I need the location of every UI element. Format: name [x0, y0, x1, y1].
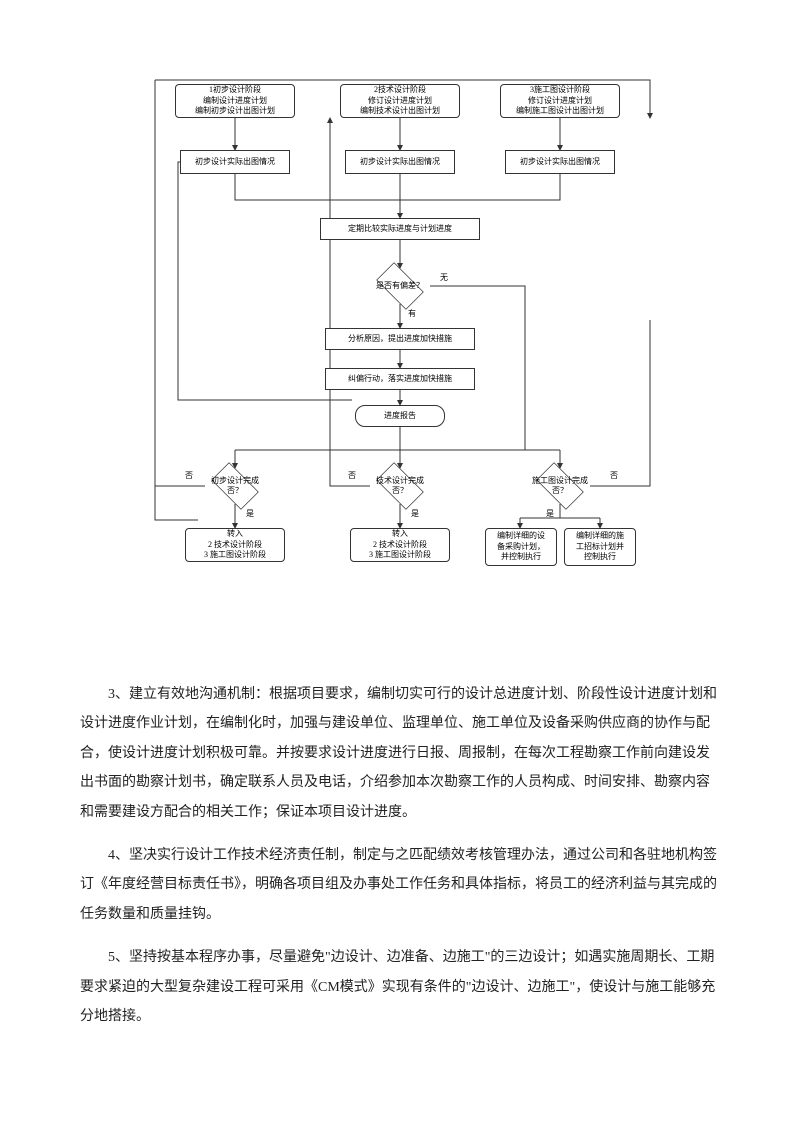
done2-label: 技术设计完成否？ — [370, 476, 430, 495]
node-report: 进度报告 — [355, 405, 445, 427]
to3b-l2: 工招标计划并 — [569, 542, 631, 552]
node-to3a: 编制详细的设 备采购计划， 并控制执行 — [485, 528, 557, 566]
paragraph-3: 3、建立有效地沟通机制：根据项目要求，编制切实可行的设计总进度计划、阶段性设计进… — [80, 680, 720, 827]
stage3-l2: 修订设计进度计划 — [505, 96, 615, 106]
node-actual2: 初步设计实际出图情况 — [345, 150, 455, 174]
node-done1: 初步设计完成否？ — [205, 468, 265, 504]
to1-l1: 转入 — [190, 529, 280, 539]
label-none: 无 — [440, 272, 448, 283]
node-actual3: 初步设计实际出图情况 — [505, 150, 615, 174]
stage1-l2: 编制设计进度计划 — [180, 96, 290, 106]
to3a-l2: 备采购计划， — [490, 542, 552, 552]
paragraph-4: 4、坚决实行设计工作技术经济责任制，制定与之匹配绩效考核管理办法，通过公司和各驻… — [80, 841, 720, 929]
label-has: 有 — [408, 308, 416, 319]
node-done3: 施工图设计完成否？ — [530, 468, 590, 504]
node-stage1: 1初步设计阶段 编制设计进度计划 编制初步设计出图计划 — [175, 84, 295, 118]
to2-l3: 3 施工图设计阶段 — [355, 550, 445, 560]
label-no2: 否 — [348, 470, 356, 481]
label-yes1: 是 — [246, 508, 254, 519]
to3b-l3: 控制执行 — [569, 552, 631, 562]
stage2-l1: 2技术设计阶段 — [345, 85, 455, 95]
node-deviation: 是否有偏差？ — [370, 268, 430, 304]
node-correct: 纠偏行动，落实进度加快措施 — [325, 368, 475, 390]
to3a-l1: 编制详细的设 — [490, 531, 552, 541]
page: 1初步设计阶段 编制设计进度计划 编制初步设计出图计划 2技术设计阶段 修订设计… — [0, 70, 800, 1031]
to3b-l1: 编制详细的施 — [569, 531, 631, 541]
node-analyze: 分析原因，提出进度加快措施 — [325, 328, 475, 350]
label-yes2: 是 — [411, 508, 419, 519]
to1-l3: 3 施工图设计阶段 — [190, 550, 280, 560]
done3-label: 施工图设计完成否？ — [530, 476, 590, 495]
stage1-l3: 编制初步设计出图计划 — [180, 106, 290, 116]
node-to1: 转入 2 技术设计阶段 3 施工图设计阶段 — [185, 528, 285, 562]
node-to2: 转入 2 技术设计阶段 3 施工图设计阶段 — [350, 528, 450, 562]
stage1-l1: 1初步设计阶段 — [180, 85, 290, 95]
flowchart-diagram: 1初步设计阶段 编制设计进度计划 编制初步设计出图计划 2技术设计阶段 修订设计… — [130, 70, 670, 590]
stage2-l3: 编制技术设计出图计划 — [345, 106, 455, 116]
node-stage2: 2技术设计阶段 修订设计进度计划 编制技术设计出图计划 — [340, 84, 460, 118]
to3a-l3: 并控制执行 — [490, 552, 552, 562]
deviation-label: 是否有偏差？ — [374, 281, 426, 291]
stage3-l1: 3施工图设计阶段 — [505, 85, 615, 95]
node-done2: 技术设计完成否？ — [370, 468, 430, 504]
stage3-l3: 编制施工图设计出图计划 — [505, 106, 615, 116]
body-text: 3、建立有效地沟通机制：根据项目要求，编制切实可行的设计总进度计划、阶段性设计进… — [80, 680, 720, 1031]
label-no1: 否 — [185, 470, 193, 481]
node-stage3: 3施工图设计阶段 修订设计进度计划 编制施工图设计出图计划 — [500, 84, 620, 118]
done1-label: 初步设计完成否？ — [205, 476, 265, 495]
to1-l2: 2 技术设计阶段 — [190, 540, 280, 550]
to2-l2: 2 技术设计阶段 — [355, 540, 445, 550]
paragraph-5: 5、坚持按基本程序办事，尽量避免"边设计、边准备、边施工"的三边设计；如遇实施周… — [80, 943, 720, 1031]
to2-l1: 转入 — [355, 529, 445, 539]
stage2-l2: 修订设计进度计划 — [345, 96, 455, 106]
node-compare: 定期比较实际进度与计划进度 — [320, 218, 480, 240]
node-to3b: 编制详细的施 工招标计划并 控制执行 — [564, 528, 636, 566]
label-yes3: 是 — [546, 508, 554, 519]
node-actual1: 初步设计实际出图情况 — [180, 150, 290, 174]
label-no3: 否 — [610, 470, 618, 481]
